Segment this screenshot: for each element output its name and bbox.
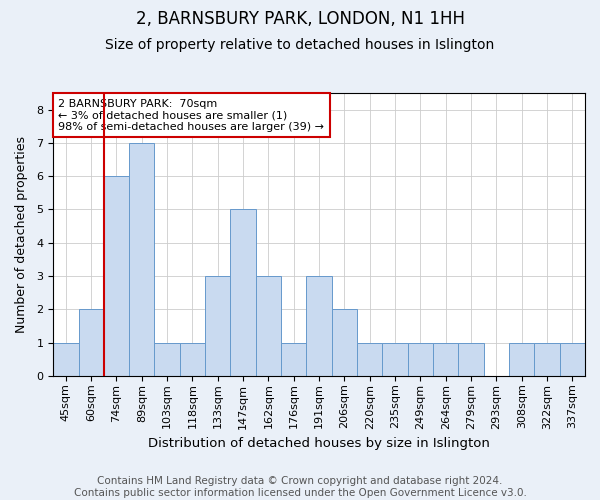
Bar [357,342,382,376]
Y-axis label: Number of detached properties: Number of detached properties [15,136,28,333]
Text: Contains HM Land Registry data © Crown copyright and database right 2024.
Contai: Contains HM Land Registry data © Crown c… [74,476,526,498]
Bar [154,342,180,376]
Bar [180,342,205,376]
Bar [53,342,79,376]
Bar [382,342,408,376]
Bar [205,276,230,376]
Bar [307,276,332,376]
Bar [560,342,585,376]
Bar [433,342,458,376]
Bar [509,342,535,376]
Bar [535,342,560,376]
Text: Size of property relative to detached houses in Islington: Size of property relative to detached ho… [106,38,494,52]
Text: 2 BARNSBURY PARK:  70sqm
← 3% of detached houses are smaller (1)
98% of semi-det: 2 BARNSBURY PARK: 70sqm ← 3% of detached… [58,98,325,132]
Bar [458,342,484,376]
Bar [230,210,256,376]
Bar [332,310,357,376]
Text: 2, BARNSBURY PARK, LONDON, N1 1HH: 2, BARNSBURY PARK, LONDON, N1 1HH [136,10,464,28]
X-axis label: Distribution of detached houses by size in Islington: Distribution of detached houses by size … [148,437,490,450]
Bar [129,143,154,376]
Bar [256,276,281,376]
Bar [408,342,433,376]
Bar [79,310,104,376]
Bar [104,176,129,376]
Bar [281,342,307,376]
